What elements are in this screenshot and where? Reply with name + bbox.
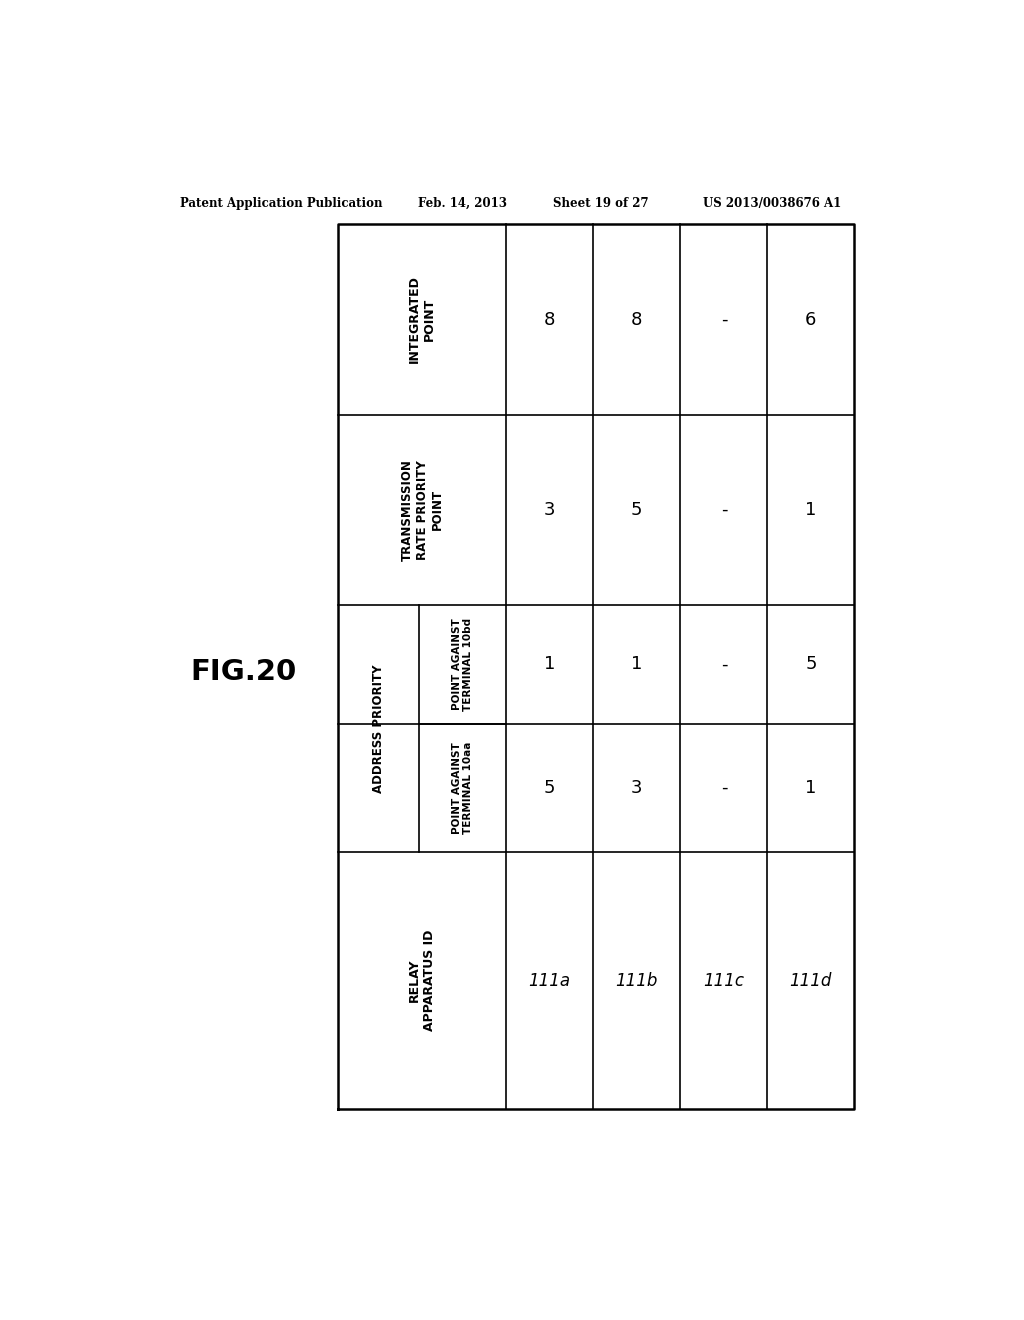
- Text: Patent Application Publication: Patent Application Publication: [179, 197, 382, 210]
- Text: FIG.20: FIG.20: [189, 657, 296, 685]
- Text: 1: 1: [805, 500, 816, 519]
- Text: 8: 8: [544, 310, 555, 329]
- Text: 3: 3: [631, 779, 642, 797]
- Text: 1: 1: [544, 656, 555, 673]
- Text: POINT AGAINST
TERMINAL 10bd: POINT AGAINST TERMINAL 10bd: [452, 618, 473, 711]
- Text: 6: 6: [805, 310, 816, 329]
- Text: 5: 5: [544, 779, 555, 797]
- Text: 111c: 111c: [703, 972, 744, 990]
- Text: RELAY
APPARATUS ID: RELAY APPARATUS ID: [409, 929, 436, 1031]
- Text: 1: 1: [631, 656, 642, 673]
- Text: Feb. 14, 2013: Feb. 14, 2013: [418, 197, 507, 210]
- Text: TRANSMISSION
RATE PRIORITY
POINT: TRANSMISSION RATE PRIORITY POINT: [400, 459, 443, 561]
- Text: US 2013/0038676 A1: US 2013/0038676 A1: [703, 197, 842, 210]
- Text: ADDRESS PRIORITY: ADDRESS PRIORITY: [372, 664, 385, 793]
- Text: 5: 5: [631, 500, 642, 519]
- Text: 3: 3: [544, 500, 555, 519]
- Text: -: -: [721, 500, 727, 519]
- Text: 111b: 111b: [615, 972, 657, 990]
- Text: 1: 1: [805, 779, 816, 797]
- Text: INTEGRATED
POINT: INTEGRATED POINT: [409, 276, 436, 363]
- Text: -: -: [721, 310, 727, 329]
- Text: -: -: [721, 779, 727, 797]
- Text: 111d: 111d: [790, 972, 833, 990]
- Text: 111a: 111a: [528, 972, 570, 990]
- Text: 8: 8: [631, 310, 642, 329]
- Text: -: -: [721, 656, 727, 673]
- Text: 5: 5: [805, 656, 816, 673]
- Text: POINT AGAINST
TERMINAL 10aa: POINT AGAINST TERMINAL 10aa: [452, 742, 473, 834]
- Text: Sheet 19 of 27: Sheet 19 of 27: [553, 197, 648, 210]
